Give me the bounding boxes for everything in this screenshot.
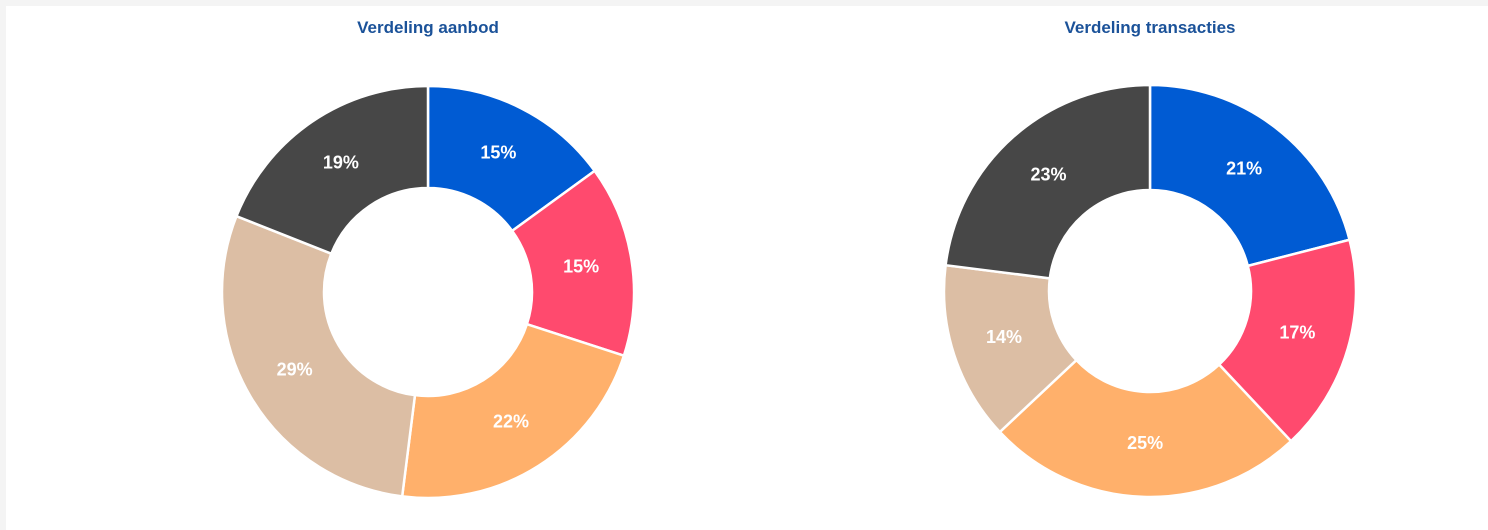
slice-label: 29% — [277, 360, 313, 380]
donut-slice — [220, 214, 417, 498]
donut-slice — [234, 84, 430, 256]
slice-label: 17% — [1279, 323, 1315, 343]
slice-label: 21% — [1226, 158, 1262, 178]
chart-title: Verdeling aanbod — [357, 18, 499, 37]
slice-label: 15% — [563, 257, 599, 277]
donut-slice — [426, 84, 597, 233]
donut-slice — [510, 169, 636, 358]
charts: Verdeling aanbod15%15%22%29%19%Verdeling… — [220, 18, 1358, 500]
chart-title: Verdeling transacties — [1064, 18, 1235, 37]
page: Verdeling aanbod 15% 15% 22% 29% 19% Verdeling… — [6, 6, 1488, 530]
donut-chart: Verdeling aanbod 15% 15% 22% 29% 19% — [220, 18, 636, 500]
slice-label: 14% — [986, 327, 1022, 347]
slice-label: 19% — [323, 153, 359, 173]
donut-slice — [400, 322, 626, 500]
slice-label: 15% — [480, 143, 516, 163]
donut-slice — [1148, 83, 1352, 268]
donut-slice — [942, 263, 1079, 434]
donut-chart: Verdeling transacties 21% 17% 25% 14% 23% — [942, 18, 1358, 499]
donut-slice — [1217, 238, 1358, 443]
slice-label: 25% — [1127, 433, 1163, 453]
donut-slice — [998, 358, 1293, 499]
slice-label: 22% — [493, 412, 529, 432]
donut-slice — [944, 83, 1152, 280]
slice-label: 23% — [1030, 165, 1066, 185]
